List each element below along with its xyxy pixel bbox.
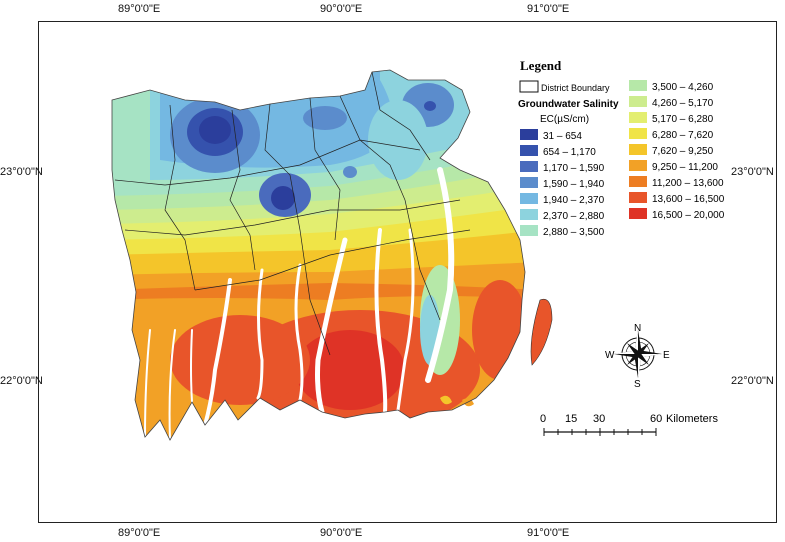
- rivers: [144, 167, 455, 441]
- district-boundaries: [114, 71, 471, 356]
- bottom-label-89e: 89°0'0"E: [118, 527, 161, 539]
- bottom-label-90e: 90°0'0"E: [320, 527, 363, 539]
- top-label-90e: 90°0'0"E: [320, 3, 363, 15]
- top-label-89e: 89°0'0"E: [118, 3, 161, 15]
- left-label-23n: 23°0'0"N: [0, 166, 43, 178]
- islands: [440, 298, 553, 407]
- right-label-22n: 22°0'0"N: [731, 375, 774, 387]
- bottom-label-91e: 91°0'0"E: [527, 527, 570, 539]
- right-label-23n: 23°0'0"N: [731, 166, 774, 178]
- top-label-91e: 91°0'0"E: [527, 3, 570, 15]
- left-label-22n: 22°0'0"N: [0, 375, 43, 387]
